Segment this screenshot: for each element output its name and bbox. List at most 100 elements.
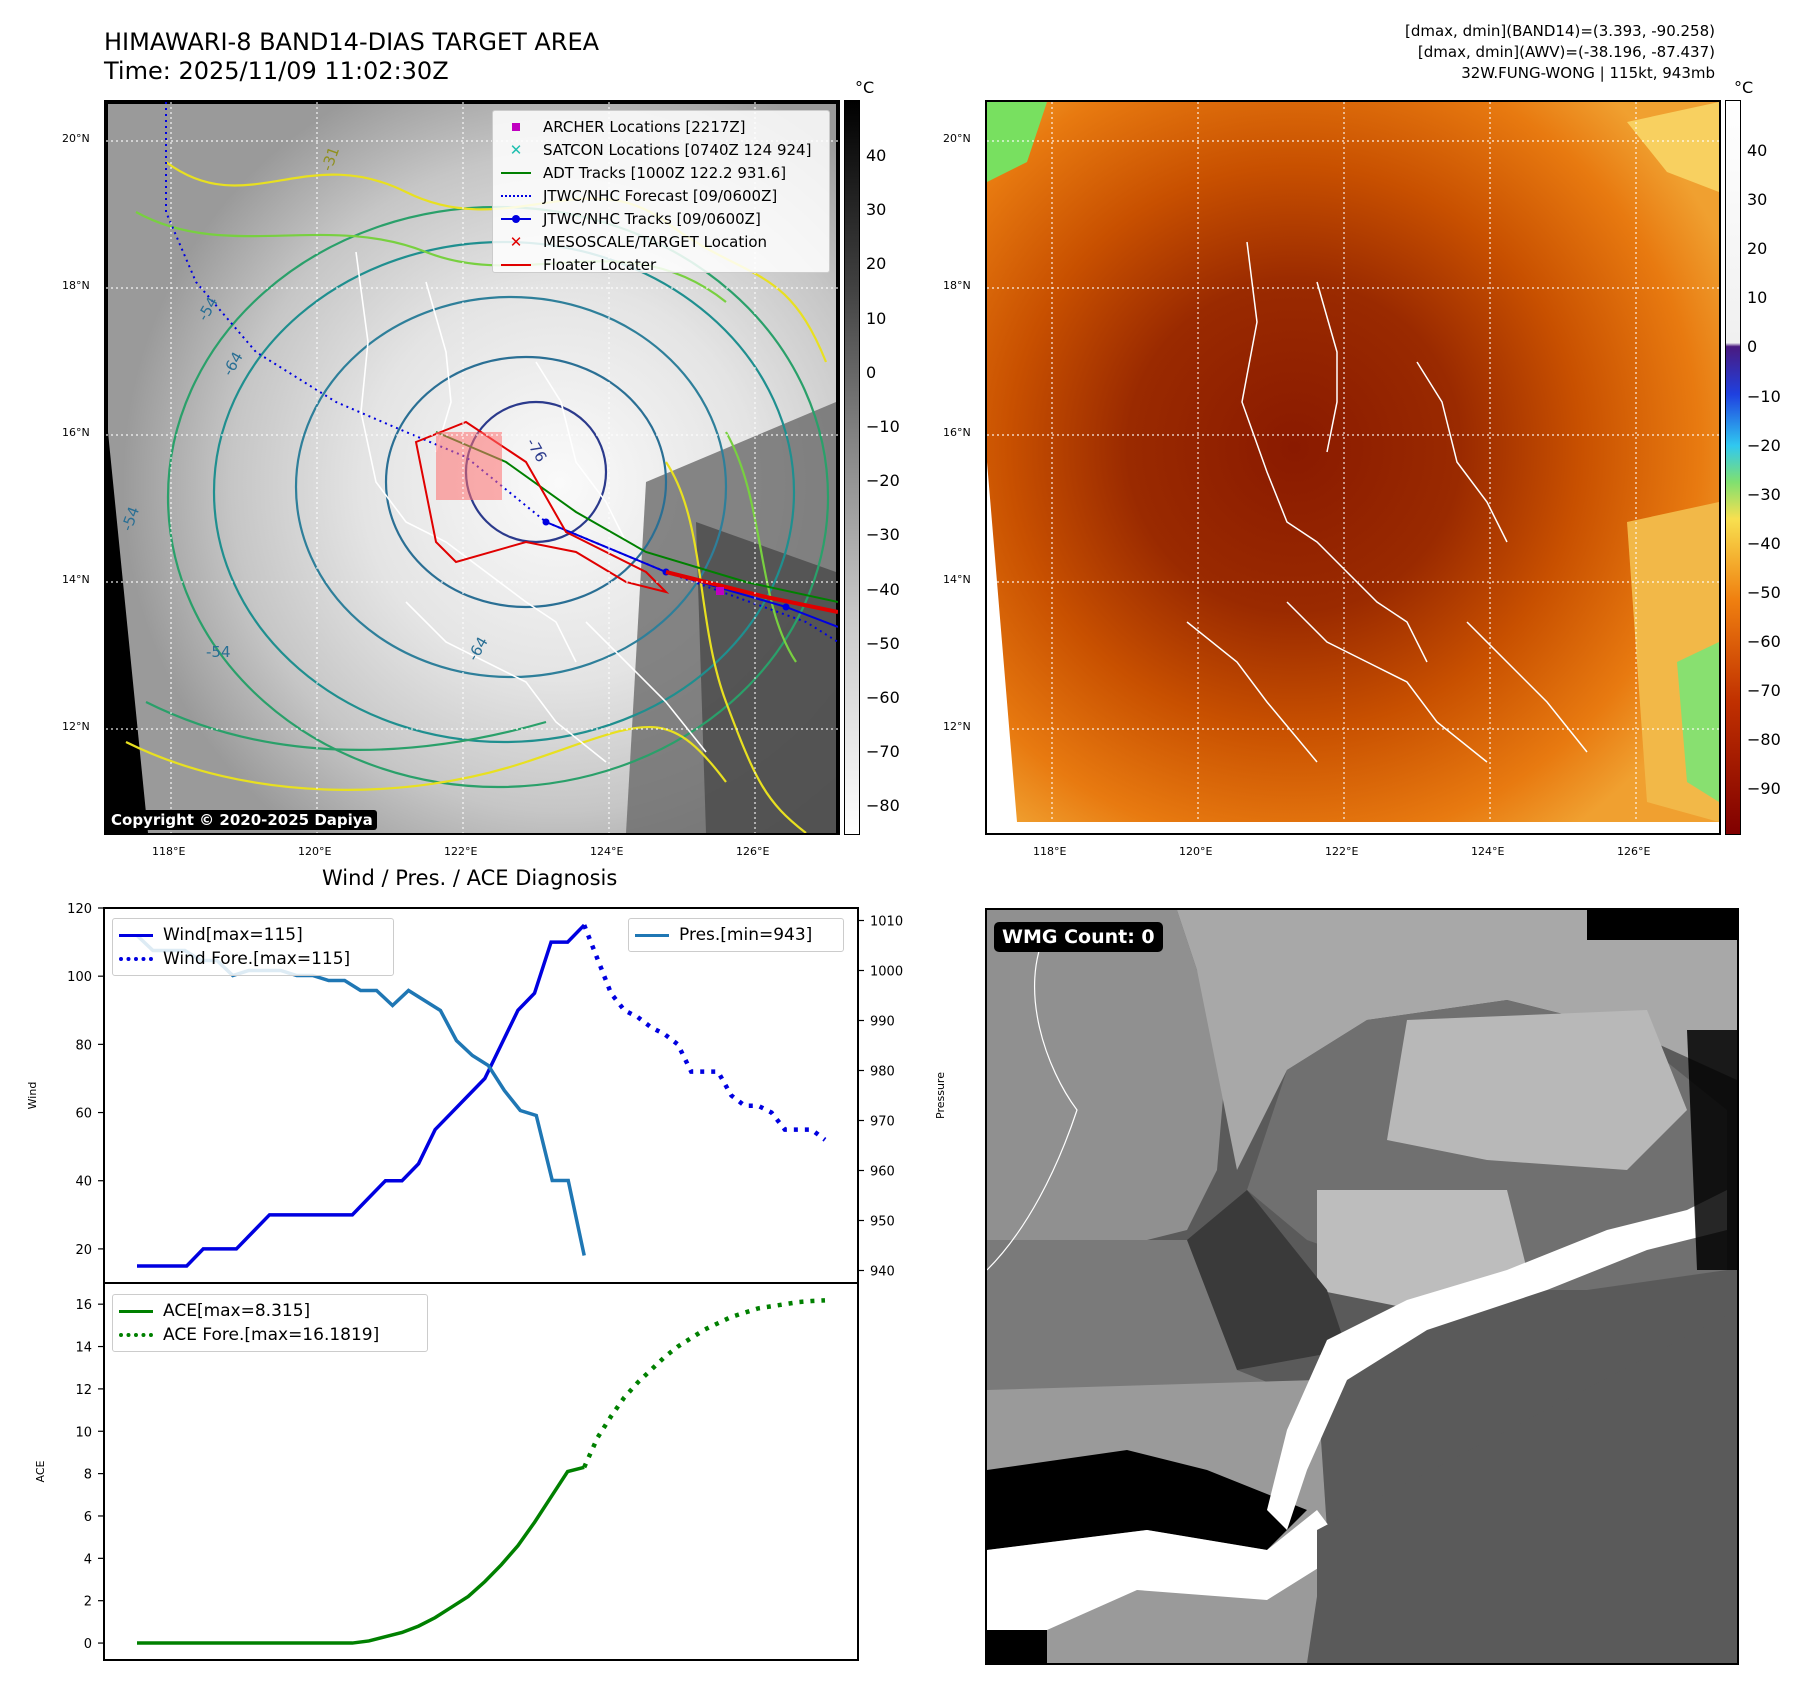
- lon-label: 126°E: [736, 845, 770, 858]
- awv-colorbar-tick: −70: [1747, 681, 1781, 701]
- awv-colorbar-tick: −20: [1747, 435, 1781, 455]
- ace-legend: ACE[max=8.315] ACE Fore.[max=16.1819]: [112, 1294, 428, 1352]
- lon-label: 124°E: [590, 845, 624, 858]
- band14-stats: [dmax, dmin](BAND14)=(3.393, -90.258): [1404, 22, 1715, 40]
- lon-label: 120°E: [298, 845, 332, 858]
- legend-entry: ACE[max=8.315]: [119, 1299, 421, 1323]
- lon-label: 126°E: [1617, 845, 1651, 858]
- contour-label: -54: [206, 643, 231, 661]
- lon-label: 122°E: [444, 845, 478, 858]
- ace-y-tick-label: 12: [75, 1383, 92, 1398]
- wind-forecast-line: [582, 924, 827, 1142]
- copyright-label: Copyright © 2020-2025 Dapiya: [107, 810, 377, 830]
- ir-colorbar-tick: 40: [866, 146, 887, 165]
- legend-entry: ✕ MESOSCALE/TARGET Location: [509, 232, 768, 251]
- wind-y-tick-label: 20: [75, 1243, 92, 1258]
- legend-entry: JTWC/NHC Forecast [09/0600Z]: [499, 184, 823, 207]
- lon-label: 120°E: [1179, 845, 1213, 858]
- legend-entry: ✕ SATCON Locations [0740Z 124 924]: [509, 140, 812, 159]
- awv-colorbar-tick: −80: [1747, 730, 1781, 750]
- wind-pressure-chart: 20 40 60 80 100 120 940 950 960 970 980 990 1000 1010…: [26, 902, 947, 1284]
- ir-colorbar: [844, 100, 860, 835]
- figure-title: HIMAWARI-8 BAND14-DIAS TARGET AREA: [104, 28, 600, 56]
- pressure-tick-label: 990: [870, 1015, 895, 1030]
- legend-entry: ACE Fore.[max=16.1819]: [119, 1323, 421, 1347]
- ir-colorbar-tick: 20: [866, 254, 887, 274]
- ir-colorbar-tick: 0: [866, 362, 877, 382]
- ace-plot-frame: [103, 1282, 859, 1661]
- ir-colorbar-tick: −30: [866, 525, 900, 545]
- lon-label: 122°E: [1325, 845, 1359, 858]
- awv-colorbar-tick: −90: [1747, 779, 1781, 799]
- legend-entry: Wind[max=115]: [119, 923, 387, 947]
- awv-map-image: [987, 102, 1719, 833]
- storm-info: 32W.FUNG-WONG | 115kt, 943mb: [1461, 64, 1715, 82]
- ir-colorbar-tick: −70: [866, 742, 900, 762]
- awv-colorbar-tick: −60: [1747, 632, 1781, 651]
- ace-y-tick-label: 16: [75, 1298, 92, 1313]
- ace-y-tick-label: 14: [75, 1341, 92, 1356]
- ir-colorbar-tick: −40: [866, 579, 900, 599]
- awv-colorbar-tick: −30: [1747, 484, 1781, 504]
- legend-entry: ADT Tracks [1000Z 122.2 931.6]: [499, 161, 823, 184]
- ace-axis-label: ACE: [34, 1460, 47, 1482]
- lat-label: 12°N: [62, 720, 90, 733]
- ace-y-tick-label: 0: [84, 1637, 92, 1652]
- lat-label: 18°N: [62, 279, 90, 292]
- wmg-count-badge: WMG Count: 0: [994, 922, 1163, 952]
- wind-series-line: [137, 923, 586, 1268]
- awv-colorbar-tick: 20: [1747, 239, 1768, 259]
- ace-y-tick-label: 6: [84, 1510, 92, 1525]
- ace-series-line: [137, 1465, 585, 1645]
- awv-colorbar-unit: °C: [1734, 78, 1754, 97]
- wind-y-tick-label: 100: [67, 970, 92, 985]
- ir-colorbar-tick: 10: [866, 308, 887, 328]
- ace-y-tick-label: 8: [84, 1468, 92, 1483]
- pressure-axis-label: Pressure: [934, 1072, 947, 1119]
- wind-legend: Wind[max=115] Wind Fore.[max=115]: [112, 918, 394, 976]
- ace-y-tick-label: 10: [75, 1425, 92, 1440]
- ir-map-legend: ARCHER Locations [2217Z] ✕ SATCON Locatio…: [492, 110, 830, 276]
- figure-time: Time: 2025/11/09 11:02:30Z: [104, 57, 449, 85]
- awv-stats: [dmax, dmin](AWV)=(-38.196, -87.437): [1417, 43, 1715, 61]
- awv-colorbar-tick: −10: [1747, 386, 1781, 406]
- legend-entry: JTWC/NHC Tracks [09/0600Z]: [499, 207, 823, 230]
- awv-colorbar-tick: −40: [1747, 533, 1781, 553]
- awv-colorbar-tick: 10: [1747, 288, 1768, 308]
- lat-label: 18°N: [943, 279, 971, 292]
- wmg-panel: [985, 908, 1739, 1665]
- lat-label: 14°N: [62, 573, 90, 586]
- legend-entry: Floater Locater: [499, 253, 823, 276]
- awv-colorbar-tick: 30: [1747, 190, 1768, 210]
- wind-y-tick-label: 60: [75, 1107, 92, 1122]
- pressure-tick-label: 940: [870, 1265, 895, 1280]
- lat-label: 20°N: [62, 132, 90, 145]
- pressure-legend: Pres.[min=943]: [628, 918, 844, 952]
- lat-label: 20°N: [943, 132, 971, 145]
- ir-colorbar-tick: −60: [866, 688, 900, 707]
- lon-label: 118°E: [152, 845, 186, 858]
- ir-colorbar-unit: °C: [855, 78, 875, 97]
- ir-colorbar-tick: −50: [866, 633, 900, 653]
- awv-map-panel: [985, 100, 1721, 835]
- pressure-tick-label: 1000: [870, 965, 903, 980]
- wind-y-tick-label: 80: [75, 1038, 92, 1053]
- wind-y-tick-label: 40: [75, 1175, 92, 1190]
- lat-label: 12°N: [943, 720, 971, 733]
- diagnosis-title: Wind / Pres. / ACE Diagnosis: [322, 866, 618, 890]
- awv-colorbar-tick: 0: [1747, 337, 1758, 357]
- legend-entry: Pres.[min=943]: [635, 923, 837, 947]
- ir-colorbar-tick: −20: [866, 471, 900, 491]
- ir-colorbar-tick: −10: [866, 417, 900, 436]
- awv-colorbar-tick: 40: [1747, 141, 1768, 160]
- wind-axis-label: Wind: [26, 1082, 39, 1110]
- lon-label: 124°E: [1471, 845, 1505, 858]
- legend-entry: ARCHER Locations [2217Z]: [499, 115, 823, 138]
- ace-y-tick-label: 2: [84, 1595, 92, 1610]
- pressure-tick-label: 950: [870, 1215, 895, 1230]
- legend-entry: Wind Fore.[max=115]: [119, 947, 387, 971]
- wind-y-tick-label: 120: [67, 902, 92, 917]
- ace-forecast-line: [582, 1298, 826, 1469]
- ir-colorbar-tick: −80: [866, 796, 900, 816]
